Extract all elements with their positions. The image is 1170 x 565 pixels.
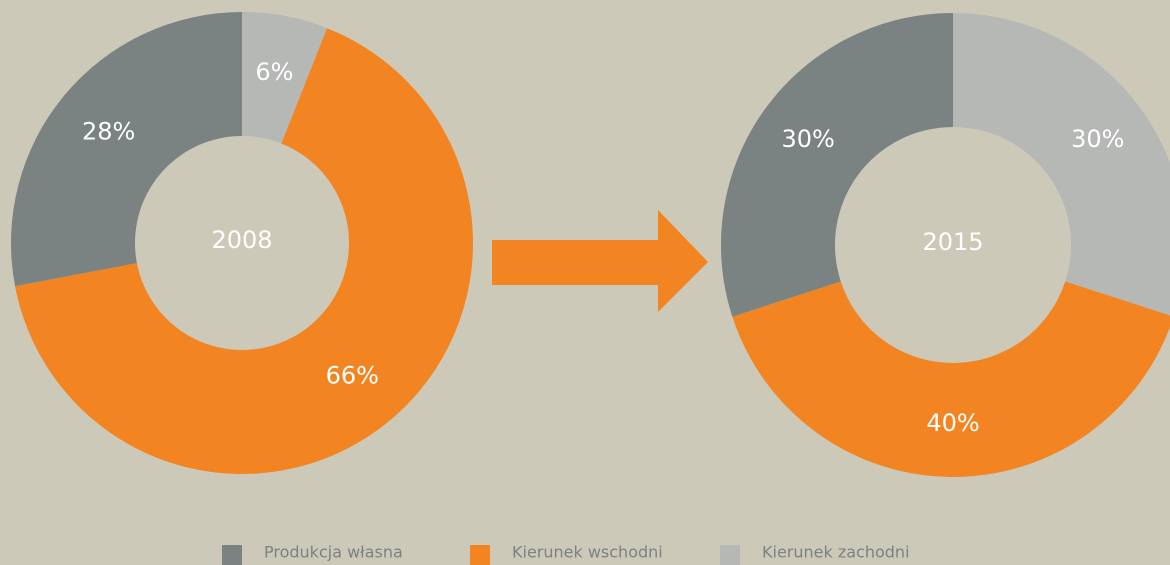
value-label: 66% xyxy=(326,361,379,389)
legend-label: Kierunek zachodni xyxy=(762,543,910,562)
legend-swatch xyxy=(720,545,740,565)
legend-swatch xyxy=(470,545,490,565)
value-label: 40% xyxy=(926,409,979,437)
donut-slice xyxy=(732,281,1170,478)
donut-slice xyxy=(242,12,328,144)
value-label: 6% xyxy=(255,58,293,86)
center-label: 2008 xyxy=(211,226,272,254)
donut-slice xyxy=(720,13,953,317)
value-label: 30% xyxy=(782,125,835,153)
value-label: 30% xyxy=(1071,125,1124,153)
donut-slice xyxy=(10,12,242,287)
value-label: 28% xyxy=(82,118,135,146)
legend-label: Kierunek wschodni xyxy=(512,543,663,562)
legend-swatch xyxy=(222,545,242,565)
arrow xyxy=(492,210,708,312)
donut-slice xyxy=(953,13,1170,316)
center-label: 2015 xyxy=(922,228,983,256)
donut-slice xyxy=(15,28,474,475)
legend-label: Produkcja własna xyxy=(264,543,403,562)
